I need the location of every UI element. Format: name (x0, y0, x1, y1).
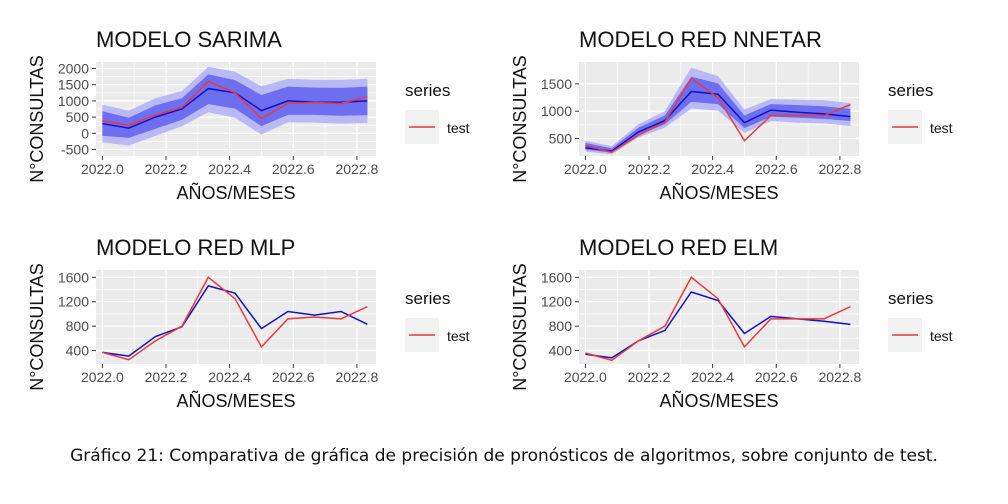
chart3-y-axis-label: N°CONSULTAS (27, 263, 47, 391)
figure-caption: Gráfico 21: Comparativa de gráfica de pr… (70, 446, 938, 466)
chart4-tick-label-x: 2022.0 (564, 369, 607, 385)
chart1-tick-label-y: 1500 (58, 77, 89, 93)
chart2-tick-label-y: 1500 (541, 76, 572, 92)
chart1-y-axis-label: N°CONSULTAS (27, 55, 47, 183)
chart2-tick-label-y: 500 (549, 131, 573, 147)
chart4-tick-label-x: 2022.6 (755, 369, 798, 385)
chart4-tick-label-y: 1200 (541, 294, 572, 310)
chart3-forecast-line (102, 285, 368, 357)
chart4-tick-label-x: 2022.8 (818, 369, 861, 385)
chart3-tick-label-x: 2022.4 (208, 369, 251, 385)
chart1-tick-label-y: 2000 (58, 60, 89, 76)
chart4-x-axis-label: AÑOS/MESES (659, 390, 778, 411)
chart2-legend-label: test (930, 120, 953, 136)
chart2-y-axis-label: N°CONSULTAS (510, 55, 530, 183)
chart4-tick-label-x: 2022.4 (691, 369, 734, 385)
chart1-x-axis-label: AÑOS/MESES (176, 182, 295, 203)
chart1-interval-band-80 (102, 74, 368, 138)
chart2-tick-label-x: 2022.0 (564, 161, 607, 177)
chart1-test-line (102, 80, 368, 126)
chart3-tick-label-x: 2022.0 (81, 369, 124, 385)
chart3-plot-panel (96, 270, 376, 364)
chart3-tick-label-y: 800 (66, 318, 90, 334)
chart2-tick-label-x: 2022.6 (755, 161, 798, 177)
chart2-tick-label-x: 2022.4 (691, 161, 734, 177)
chart1-tick-label-x: 2022.2 (145, 161, 188, 177)
chart3-tick-label-y: 1600 (58, 269, 89, 285)
chart3-legend-label: test (447, 328, 470, 344)
chart3-tick-label-x: 2022.6 (272, 369, 315, 385)
chart2-tick-label-x: 2022.8 (818, 161, 861, 177)
chart4-legend-title: series (888, 289, 933, 308)
chart2-forecast-line (585, 90, 851, 152)
chart2-tick-label-x: 2022.2 (628, 161, 671, 177)
chart2-test-line (585, 77, 851, 153)
chart2-title: MODELO RED NNETAR (579, 27, 822, 52)
chart3-x-axis-label: AÑOS/MESES (176, 390, 295, 411)
chart1-legend-label: test (447, 120, 470, 136)
chart-figure: 2022.0 2022.2 2022.4 2022.6 2022.8-500050010… (27, 27, 953, 411)
chart1-tick-label-x: 2022.0 (81, 161, 124, 177)
chart3-legend-title: series (405, 289, 450, 308)
chart3-title: MODELO RED MLP (96, 235, 295, 260)
chart4-legend-label: test (930, 328, 953, 344)
chart1-tick-label-x: 2022.6 (272, 161, 315, 177)
chart4-tick-label-y: 800 (549, 318, 573, 334)
chart2-legend-title: series (888, 81, 933, 100)
chart4-y-axis-label: N°CONSULTAS (510, 263, 530, 391)
chart1-tick-label-y: 0 (81, 125, 89, 141)
chart1-title: MODELO SARIMA (96, 27, 282, 52)
chart2-x-axis-label: AÑOS/MESES (659, 182, 778, 203)
chart1-tick-label-y: 500 (66, 109, 90, 125)
chart1-tick-label-y: 1000 (58, 93, 89, 109)
chart2-tick-label-y: 1000 (541, 103, 572, 119)
chart3-tick-label-y: 400 (66, 343, 90, 359)
chart2-interval-band-80 (585, 76, 851, 153)
chart1-tick-label-x: 2022.4 (208, 161, 251, 177)
chart3-tick-label-y: 1200 (58, 294, 89, 310)
chart1-legend-title: series (405, 81, 450, 100)
chart4-test-line (585, 276, 851, 362)
chart3-tick-label-x: 2022.8 (335, 369, 378, 385)
chart3-tick-label-x: 2022.2 (145, 369, 188, 385)
chart4-tick-label-y: 1600 (541, 269, 572, 285)
chart3-test-line (102, 276, 368, 361)
chart4-plot-panel (579, 270, 859, 364)
chart4-tick-label-x: 2022.2 (628, 369, 671, 385)
chart1-tick-label-x: 2022.8 (335, 161, 378, 177)
chart4-title: MODELO RED ELM (579, 235, 778, 260)
chart4-tick-label-y: 400 (549, 343, 573, 359)
chart1-tick-label-y: -500 (61, 142, 89, 158)
